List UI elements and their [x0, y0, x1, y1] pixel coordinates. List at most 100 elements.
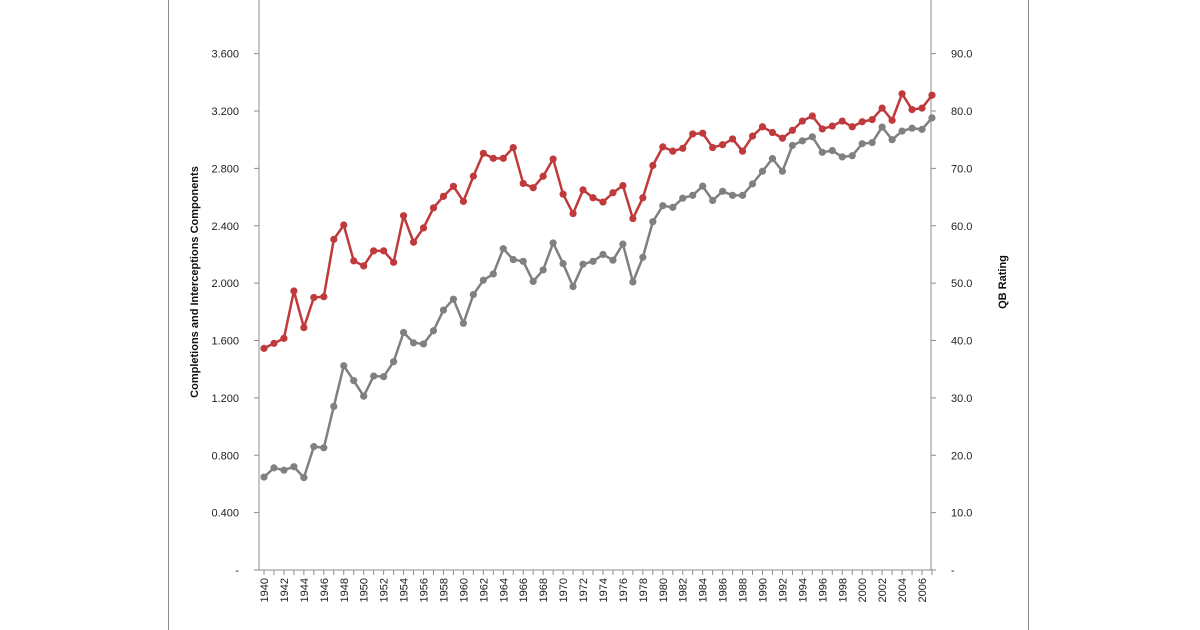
x-tick-label: 1946 — [319, 578, 331, 602]
series-1-point — [340, 221, 348, 229]
series-2-point — [768, 155, 777, 163]
x-ticks: 1940 1942 1944 1946 1948 1950 1952 1954 1956 1958… — [259, 570, 933, 602]
series-1-point — [589, 194, 597, 202]
series-1-point — [350, 257, 358, 265]
series-2-point — [469, 291, 477, 299]
series-2-point — [728, 191, 737, 199]
series-1-point — [868, 116, 876, 124]
series-line-2 — [263, 117, 933, 479]
series-2-point — [499, 245, 507, 253]
series-2-point — [320, 444, 328, 452]
y2-axis-title: QB Rating — [997, 255, 1009, 309]
series-1-point — [519, 179, 527, 188]
series-1-point — [439, 192, 448, 200]
series-2-point — [649, 218, 657, 226]
series-2-point — [828, 146, 836, 155]
series-1-point — [479, 149, 487, 157]
series-2-point — [569, 282, 577, 291]
series-1-point — [738, 147, 747, 155]
x-tick-label: 1982 — [678, 578, 690, 602]
series-1-point — [419, 224, 428, 232]
x-tick-label: 1956 — [419, 578, 431, 602]
series-1-point — [280, 334, 288, 342]
x-tick-label: 1948 — [339, 578, 351, 602]
series-1-point — [828, 122, 836, 130]
frame-left-line — [168, 0, 169, 630]
series-1-point — [888, 116, 896, 124]
series-1-point — [330, 235, 338, 243]
series-1-point — [689, 130, 697, 138]
series-2-point — [509, 256, 517, 264]
series-2-point — [539, 266, 547, 274]
x-tick-label: 2004 — [897, 578, 909, 602]
series-1-point — [370, 247, 378, 255]
series-1-point — [858, 118, 866, 126]
series-2-point — [310, 443, 318, 451]
series-1-point — [669, 147, 677, 155]
series-1-point — [320, 293, 328, 301]
x-tick-label: 1940 — [259, 578, 271, 602]
series-2-point — [878, 123, 886, 131]
series-2-point — [838, 153, 846, 161]
series-2-point — [719, 187, 727, 195]
series-1-point — [719, 141, 727, 149]
x-tick-label: 1988 — [738, 578, 750, 602]
series-2-point — [479, 276, 487, 284]
series-1-point — [778, 134, 787, 142]
series-2-point — [778, 167, 787, 175]
series-2-point — [370, 372, 378, 380]
series-2-point — [559, 260, 567, 268]
x-tick-label: 1944 — [299, 578, 311, 602]
left-y-tick-label: 3.200 — [211, 106, 239, 118]
series-2-point — [699, 182, 707, 190]
series-2-point — [908, 124, 916, 132]
series-2-point — [788, 141, 797, 150]
x-tick-label: 1954 — [399, 578, 411, 602]
right-y-tick-label: 60.0 — [951, 221, 972, 233]
right-y-tick-label: 70.0 — [951, 163, 972, 175]
series-1-point — [310, 293, 318, 302]
series-2-point — [579, 260, 587, 268]
series-2-point — [380, 373, 388, 381]
series-2-point — [360, 392, 368, 400]
series-1-point — [270, 339, 278, 347]
series-2-point — [529, 277, 537, 285]
series-1-point — [609, 189, 617, 197]
series-1-point — [768, 128, 777, 137]
right-y-ticks: - 10.0 20.0 30.0 40.0 50.0 60.0 70.0 80.0 90.0 — [931, 49, 972, 577]
series-2-point — [549, 239, 557, 247]
series-2-point — [429, 327, 438, 335]
x-tick-label: 1978 — [638, 578, 650, 602]
series-2-point — [280, 466, 288, 474]
x-tick-label: 1990 — [758, 578, 770, 602]
series-1-point — [390, 258, 398, 266]
series-2-point — [818, 148, 826, 156]
series-2-point — [609, 256, 617, 264]
left-y-tick-label: 3.600 — [211, 49, 239, 61]
series-2-point — [290, 463, 298, 471]
x-tick-label: 1958 — [438, 578, 450, 602]
left-y-tick-label: 1.600 — [211, 336, 239, 348]
x-tick-label: 2006 — [917, 578, 929, 602]
series-2-point — [868, 138, 876, 147]
series-1-point — [449, 182, 458, 190]
series-2-point — [738, 191, 747, 199]
series-2-point — [599, 250, 607, 259]
left-y-tick-label: 2.000 — [211, 278, 239, 290]
left-y-ticks: - 0.400 0.800 1.200 1.600 2.000 2.400 2.800 3.20… — [211, 49, 259, 577]
series-1-point — [728, 135, 737, 143]
series-1-point — [260, 344, 268, 352]
series-2-point — [758, 167, 767, 175]
series-2-point — [340, 362, 348, 370]
series-layer — [260, 90, 936, 482]
series-1-point — [529, 184, 537, 192]
x-tick-label: 1968 — [538, 578, 550, 602]
x-tick-label: 1998 — [837, 578, 849, 602]
x-tick-label: 1994 — [797, 578, 809, 602]
series-1-point — [639, 194, 647, 202]
series-2-point — [439, 306, 448, 314]
series-1-point — [360, 262, 368, 270]
series-2-point — [350, 377, 358, 385]
x-tick-label: 1980 — [658, 578, 670, 602]
